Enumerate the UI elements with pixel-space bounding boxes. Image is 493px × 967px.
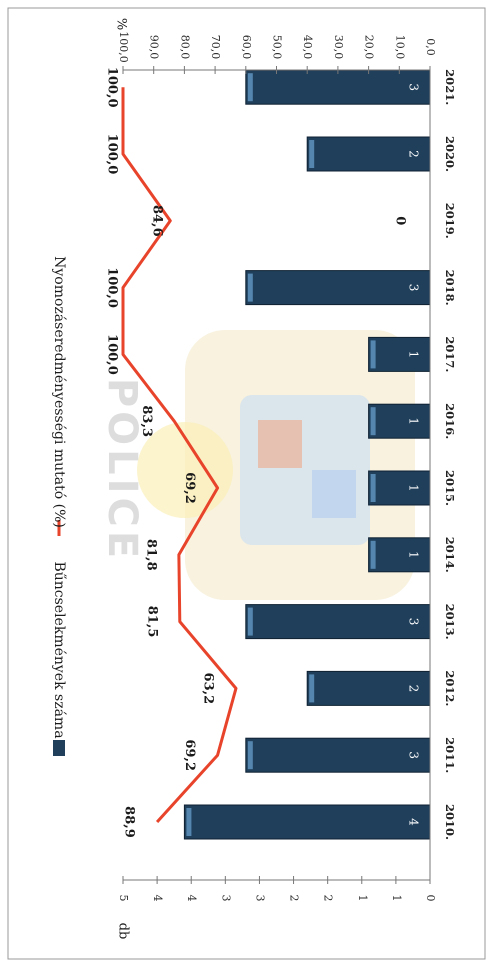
bar-value-label: 3 xyxy=(407,618,421,626)
bar-value-label: 2 xyxy=(407,150,421,158)
bar-value-label: 1 xyxy=(407,351,421,359)
left-axis-tick-label: 2 xyxy=(288,895,301,902)
line-value-label: 100,0 xyxy=(105,134,120,175)
left-axis-tick-label: 3 xyxy=(219,895,232,902)
line-value-label: 63,2 xyxy=(200,673,215,705)
bar-value-label: 2 xyxy=(407,685,421,693)
right-axis-tick-label: 50,0 xyxy=(271,35,284,60)
right-axis-tick-label: 80,0 xyxy=(178,35,191,60)
watermark-medallion xyxy=(137,422,233,518)
left-axis-tick-label: 1 xyxy=(356,895,369,902)
line-value-label: 83,3 xyxy=(139,405,154,437)
bar-value-label: 3 xyxy=(407,284,421,292)
category-label: 2015. xyxy=(443,470,457,506)
right-axis: 0,0 10,0 20,0 30,0 40,0 50,0 60,0 70,0 80,0 90,0 1… xyxy=(114,18,437,74)
category-label: 2017. xyxy=(443,336,457,372)
right-axis-unit: % xyxy=(114,18,129,30)
bar-highlight xyxy=(370,540,376,569)
line-value-label: 88,9 xyxy=(122,806,137,838)
right-axis-tick-label: 70,0 xyxy=(209,35,222,60)
legend: Bűncselekmények száma Nyomozáseredményess… xyxy=(51,256,67,756)
line-value-label: 69,2 xyxy=(182,739,197,771)
right-axis-tick-label: 100,0 xyxy=(117,31,130,63)
right-axis-tick-label: 0,0 xyxy=(424,38,437,56)
legend-swatch-bar xyxy=(53,740,65,756)
line-series xyxy=(121,87,238,824)
left-axis-tick-label: 4 xyxy=(151,895,164,902)
category-label: 2020. xyxy=(443,136,457,172)
category-label: 2011. xyxy=(443,737,457,773)
category-label: 2010. xyxy=(443,804,457,840)
legend-label-line: Nyomozáseredményességi mutató (%) xyxy=(51,256,67,528)
bar-value-label: 1 xyxy=(407,551,421,559)
bar-highlight xyxy=(247,73,253,102)
left-axis-tick-label: 2 xyxy=(322,895,335,902)
bar-value-label: 1 xyxy=(407,484,421,492)
bar xyxy=(245,270,431,306)
bar-value-label: 4 xyxy=(407,818,421,826)
left-axis: 0 1 1 2 2 3 3 4 4 5 db xyxy=(116,876,437,940)
left-axis-tick-label: 3 xyxy=(253,895,266,902)
line-value-label: 69,2 xyxy=(182,472,197,504)
bar xyxy=(306,670,431,706)
right-axis-tick-label: 60,0 xyxy=(240,35,253,60)
category-axis: 2010. 2011. 2012. 2013. 2014. 2015. 2016. 2017.… xyxy=(429,69,457,880)
zero-value-label: 0 xyxy=(393,216,408,225)
category-label: 2019. xyxy=(443,203,457,239)
right-axis-tick-label: 90,0 xyxy=(148,35,161,60)
category-label: 2016. xyxy=(443,403,457,439)
right-axis-tick-label: 40,0 xyxy=(301,35,314,60)
bar-value-label: 3 xyxy=(407,751,421,759)
line-value-label: 84,6 xyxy=(150,205,165,237)
right-axis-tick-label: 10,0 xyxy=(393,35,406,60)
bar-highlight xyxy=(370,407,376,436)
bar-value-label: 3 xyxy=(407,83,421,91)
left-axis-tick-label: 0 xyxy=(424,895,437,902)
category-label: 2012. xyxy=(443,670,457,706)
bar xyxy=(368,537,431,573)
left-axis-tick-label: 1 xyxy=(390,895,403,902)
bar xyxy=(245,737,431,773)
bar xyxy=(306,136,431,172)
left-axis-tick-label: 5 xyxy=(117,895,130,902)
category-label: 2014. xyxy=(443,537,457,573)
legend-label-bar: Bűncselekmények száma xyxy=(51,561,67,738)
police-emblem-watermark: POLICE xyxy=(99,330,415,600)
bar-highlight xyxy=(370,474,376,502)
watermark-shield-red xyxy=(258,420,302,468)
bar xyxy=(368,336,431,372)
plot-area: 4 3 2 3 1 1 1 1 3 2 3 0 88,9 69,2 63,2 81,5 81,8 69,2 83,3… xyxy=(105,67,431,840)
watermark-text: POLICE xyxy=(99,378,145,562)
bar xyxy=(245,604,431,640)
watermark-shield-blue xyxy=(312,470,356,518)
bar xyxy=(183,804,431,840)
right-axis-tick-label: 20,0 xyxy=(363,35,376,60)
line-value-label: 100,0 xyxy=(105,267,120,308)
bar-value-label: 1 xyxy=(407,417,421,425)
category-label: 2021. xyxy=(443,69,457,105)
bar-highlight xyxy=(370,340,376,369)
category-label: 2018. xyxy=(443,270,457,306)
category-label: 2013. xyxy=(443,604,457,640)
bar-highlight xyxy=(186,808,192,836)
bar-highlight xyxy=(309,140,315,168)
bar xyxy=(368,403,431,439)
line-value-label: 81,5 xyxy=(144,606,159,638)
right-axis-tick-label: 30,0 xyxy=(332,35,345,60)
bar-highlight xyxy=(247,741,253,770)
bar-highlight xyxy=(309,674,315,703)
left-axis-unit: db xyxy=(116,923,131,940)
bar-highlight xyxy=(247,273,253,302)
line-value-label: 100,0 xyxy=(105,334,120,375)
line-value-label: 100,0 xyxy=(105,67,120,108)
bar-highlight xyxy=(247,607,253,636)
line-value-label: 81,8 xyxy=(143,539,158,571)
bar xyxy=(245,69,431,105)
left-axis-tick-label: 4 xyxy=(185,895,198,902)
